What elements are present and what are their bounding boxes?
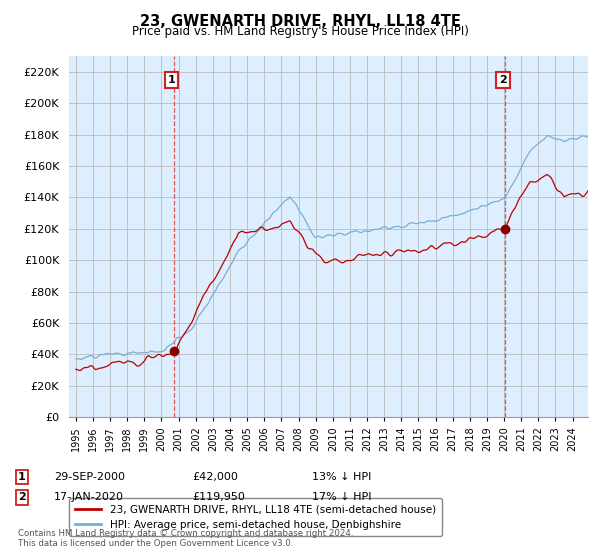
Text: 2: 2 — [18, 492, 26, 502]
Text: 13% ↓ HPI: 13% ↓ HPI — [312, 472, 371, 482]
Text: 29-SEP-2000: 29-SEP-2000 — [54, 472, 125, 482]
Text: £119,950: £119,950 — [192, 492, 245, 502]
Text: 1: 1 — [18, 472, 26, 482]
Text: 2: 2 — [499, 75, 507, 85]
Text: Price paid vs. HM Land Registry's House Price Index (HPI): Price paid vs. HM Land Registry's House … — [131, 25, 469, 38]
Text: 17-JAN-2020: 17-JAN-2020 — [54, 492, 124, 502]
Text: 17% ↓ HPI: 17% ↓ HPI — [312, 492, 371, 502]
Text: 23, GWENARTH DRIVE, RHYL, LL18 4TE: 23, GWENARTH DRIVE, RHYL, LL18 4TE — [140, 14, 460, 29]
Text: 1: 1 — [168, 75, 176, 85]
Text: Contains HM Land Registry data © Crown copyright and database right 2024.
This d: Contains HM Land Registry data © Crown c… — [18, 529, 353, 548]
Legend: 23, GWENARTH DRIVE, RHYL, LL18 4TE (semi-detached house), HPI: Average price, se: 23, GWENARTH DRIVE, RHYL, LL18 4TE (semi… — [69, 498, 442, 536]
Text: £42,000: £42,000 — [192, 472, 238, 482]
